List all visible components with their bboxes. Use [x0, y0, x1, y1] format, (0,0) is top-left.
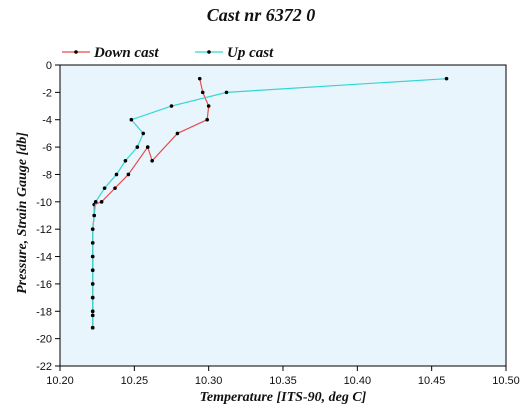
x-tick-label: 10.25 — [121, 375, 149, 387]
y-tick-label: -10 — [36, 197, 52, 209]
x-tick-label: 10.20 — [46, 375, 74, 387]
data-point-down-cast — [205, 117, 209, 122]
data-point-up-cast — [90, 282, 95, 286]
legend-down-cast-marker — [74, 50, 78, 54]
x-tick-label: 10.40 — [344, 375, 372, 387]
data-point-up-cast — [141, 131, 146, 136]
y-axis-title: Pressure, Strain Gauge [db] — [15, 132, 30, 294]
data-point-up-cast — [169, 104, 174, 108]
y-tick-label: -18 — [36, 306, 52, 318]
data-point-up-cast — [90, 325, 95, 330]
x-tick-label: 10.45 — [418, 375, 446, 387]
y-tick-label: -6 — [42, 142, 52, 154]
data-point-up-cast — [90, 295, 95, 300]
data-point-down-cast — [200, 90, 205, 95]
data-point-up-cast — [90, 309, 95, 314]
x-tick-label: 10.30 — [195, 375, 223, 387]
data-point-up-cast — [102, 186, 107, 190]
y-tick-label: -2 — [42, 87, 52, 99]
y-tick-label: -22 — [36, 361, 52, 373]
data-point-down-cast — [150, 158, 154, 163]
data-point-down-cast — [145, 145, 150, 149]
data-point-up-cast — [444, 76, 449, 81]
data-point-down-cast — [126, 172, 131, 177]
plot-area — [59, 64, 507, 367]
data-point-up-cast — [90, 227, 95, 231]
x-axis: 10.20 10.25 10.30 10.35 10.40 10.45 10.50 — [46, 366, 520, 387]
legend-up-cast-marker — [207, 50, 211, 54]
data-point-up-cast — [92, 213, 96, 218]
series-line-up-cast — [92, 78, 447, 328]
x-axis-title: Temperature [ITS-90, deg C] — [200, 390, 367, 405]
legend-up-cast-label: Up cast — [227, 45, 274, 61]
y-tick-label: -20 — [36, 334, 52, 346]
chart-title: Cast nr 6372 0 — [207, 5, 316, 25]
legend-down-cast-label: Down cast — [93, 45, 159, 61]
data-point-up-cast — [129, 117, 134, 122]
data-point-up-cast — [123, 158, 128, 163]
y-tick-label: 0 — [46, 60, 52, 72]
x-tick-label: 10.50 — [492, 375, 520, 387]
data-point-up-cast — [135, 145, 140, 149]
y-tick-label: -12 — [36, 224, 52, 236]
series-layer — [90, 76, 449, 330]
data-point-down-cast — [206, 104, 211, 108]
y-tick-label: -8 — [42, 169, 52, 181]
data-point-down-cast — [175, 131, 180, 136]
data-point-up-cast — [90, 241, 95, 245]
data-point-up-cast — [90, 268, 95, 273]
series-up-cast — [90, 76, 449, 330]
data-point-down-cast — [197, 76, 202, 81]
data-point-down-cast — [99, 200, 104, 204]
y-tick-label: -16 — [36, 279, 52, 291]
data-point-up-cast — [90, 254, 95, 259]
y-tick-label: -14 — [36, 252, 52, 264]
x-tick-label: 10.35 — [269, 375, 297, 387]
y-axis: 0 -2 -4 -6 -8 -10 -12 -14 -16 -18 -20 -22 — [36, 60, 60, 373]
data-point-up-cast — [90, 313, 95, 318]
data-point-up-cast — [224, 90, 229, 95]
legend: Down cast Up cast — [62, 45, 274, 61]
data-point-down-cast — [113, 186, 117, 190]
data-point-up-cast — [114, 172, 119, 177]
data-point-up-cast — [93, 200, 98, 204]
y-tick-label: -4 — [42, 115, 52, 127]
